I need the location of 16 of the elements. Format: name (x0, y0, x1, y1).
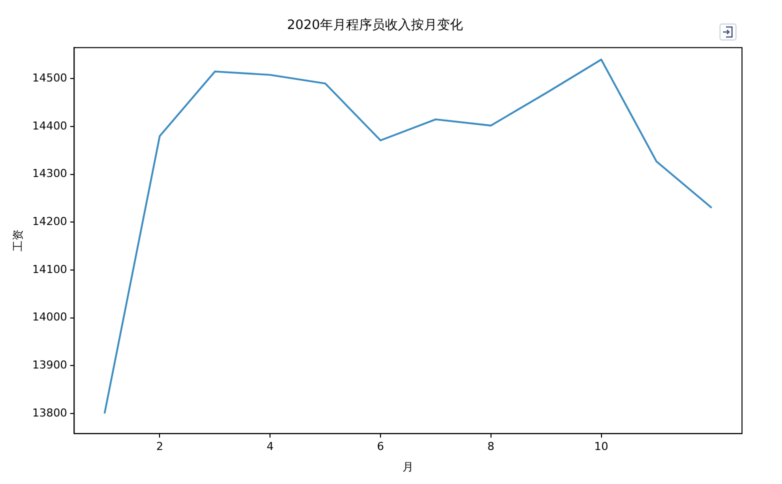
x-tick-label: 8 (487, 440, 494, 454)
y-tick-label: 14400 (32, 119, 68, 132)
y-tick-label: 14100 (32, 262, 68, 276)
x-tick-label: 4 (266, 440, 274, 454)
y-tick-label: 14200 (32, 215, 68, 228)
chart-title: 2020年月程序员收入按月变化 (286, 17, 464, 34)
y-axis-title: 工资 (11, 230, 24, 252)
x-tick-label: 2 (156, 440, 164, 454)
x-tick-label: 10 (594, 440, 608, 454)
y-tick-label: 13900 (32, 358, 68, 372)
x-axis-title: 月 (402, 460, 414, 474)
x-tick-label: 6 (377, 440, 384, 454)
y-tick-label: 14000 (32, 310, 68, 324)
y-tick-label: 13800 (32, 406, 68, 420)
y-tick-label: 14500 (32, 72, 68, 85)
y-tick-label: 14300 (32, 167, 68, 180)
